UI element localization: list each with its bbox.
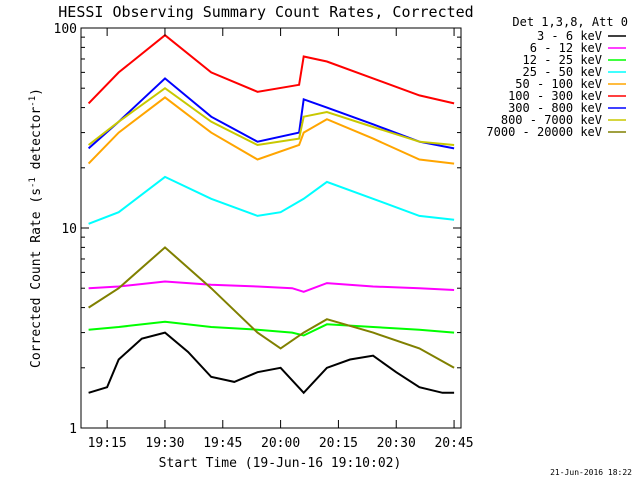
x-axis-label: Start Time (19-Jun-16 19:10:02) (159, 456, 402, 471)
x-tick-label: 19:30 (145, 436, 184, 451)
series-line-4 (89, 177, 455, 224)
y-tick-label: 10 (61, 222, 77, 237)
legend-header: Det 1,3,8, Att 0 (512, 15, 628, 29)
series-line-5 (89, 97, 455, 163)
x-tick-label: 20:30 (377, 436, 416, 451)
x-tick-label: 20:15 (319, 436, 358, 451)
x-tick-label: 20:45 (434, 436, 473, 451)
legend-label: 7000 - 20000 keV (486, 125, 602, 139)
plot-frame (81, 28, 461, 428)
plot-area (89, 35, 455, 393)
footer-date: 21-Jun-2016 18:22 (550, 468, 632, 477)
chart-title: HESSI Observing Summary Count Rates, Cor… (58, 3, 473, 21)
x-axis: 19:15 19:30 19:45 20:00 20:15 20:30 20:45 (88, 28, 474, 451)
series-line-2 (89, 282, 455, 292)
y-tick-label: 100 (54, 22, 77, 37)
series-line-8 (89, 88, 455, 145)
y-tick-label: 1 (69, 422, 77, 437)
series-line-6 (89, 35, 455, 103)
y-axis-label: Corrected Count Rate (s-1 detector-1) (28, 88, 44, 368)
x-tick-label: 19:15 (88, 436, 127, 451)
x-tick-label: 20:00 (261, 436, 300, 451)
x-tick-label: 19:45 (203, 436, 242, 451)
series-line-3 (89, 322, 455, 336)
series-line-9 (89, 247, 455, 367)
